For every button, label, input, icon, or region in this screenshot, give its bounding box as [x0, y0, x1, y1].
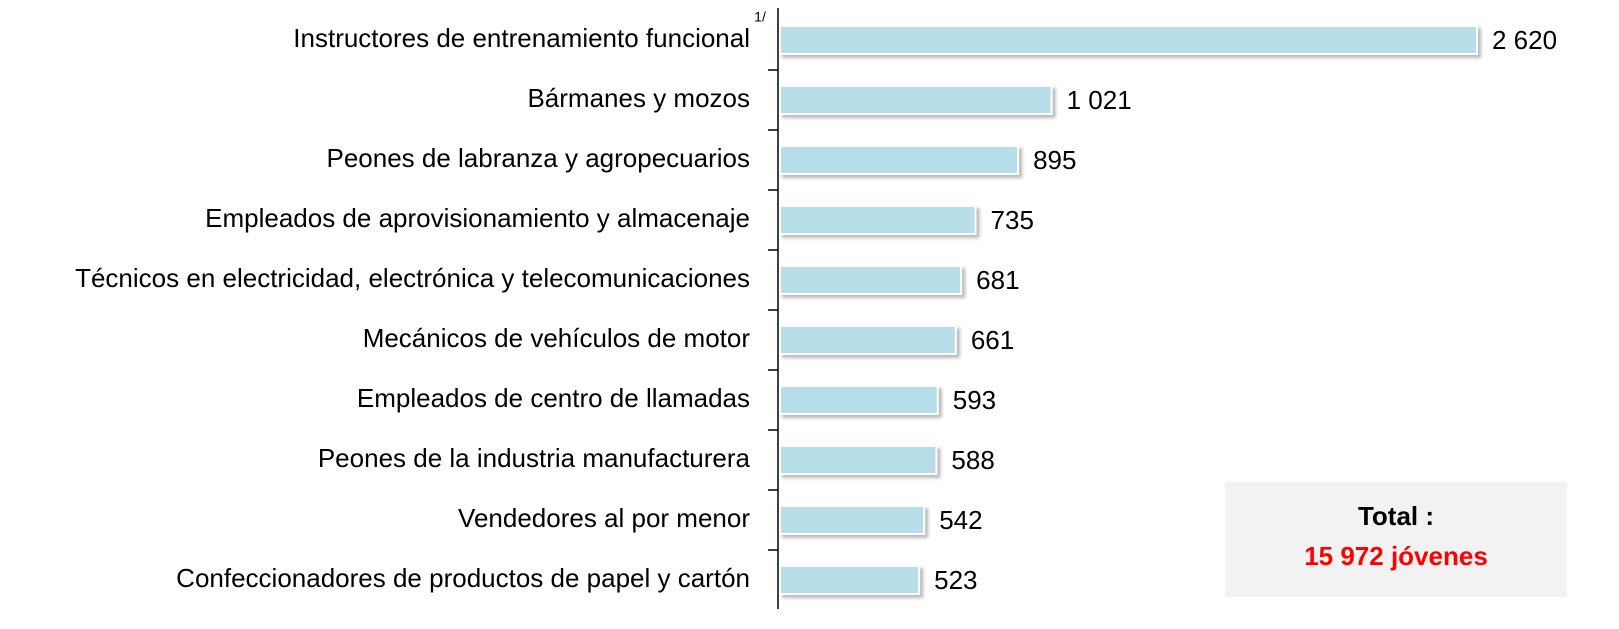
category-label: Empleados de centro de llamadas	[357, 383, 750, 413]
value-label: 735	[991, 205, 1034, 235]
category-label: Instructores de entrenamiento funcional	[293, 23, 750, 53]
category-label: Técnicos en electricidad, electrónica y …	[75, 263, 750, 293]
footnote: 1/	[754, 9, 766, 25]
bar	[779, 265, 963, 295]
value-label: 523	[934, 565, 977, 595]
total-value: 15 972 jóvenes	[1304, 541, 1488, 571]
value-label: 661	[971, 325, 1014, 355]
value-label: 588	[951, 445, 994, 475]
bar	[779, 25, 1478, 55]
value-label: 895	[1033, 145, 1076, 175]
category-label: Confeccionadores de productos de papel y…	[176, 563, 750, 593]
bar	[779, 505, 926, 535]
value-label: 593	[953, 385, 996, 415]
bar	[779, 85, 1053, 115]
value-label: 542	[939, 505, 982, 535]
bar	[779, 385, 939, 415]
bar	[779, 205, 977, 235]
bar	[779, 145, 1020, 175]
category-label: Mecánicos de vehículos de motor	[363, 323, 751, 353]
category-label: Empleados de aprovisionamiento y almacen…	[205, 203, 750, 233]
category-label: Peones de labranza y agropecuarios	[326, 143, 750, 173]
category-label: Bármanes y mozos	[527, 83, 750, 113]
value-label: 1 021	[1067, 85, 1132, 115]
bar	[779, 445, 938, 475]
total-label: Total :	[1358, 501, 1434, 531]
total-box	[1225, 482, 1567, 597]
category-label: Vendedores al por menor	[458, 503, 750, 533]
bar	[779, 325, 957, 355]
value-label: 681	[976, 265, 1019, 295]
value-label: 2 620	[1492, 25, 1557, 55]
category-label: Peones de la industria manufacturera	[318, 443, 751, 473]
bar	[779, 565, 921, 595]
